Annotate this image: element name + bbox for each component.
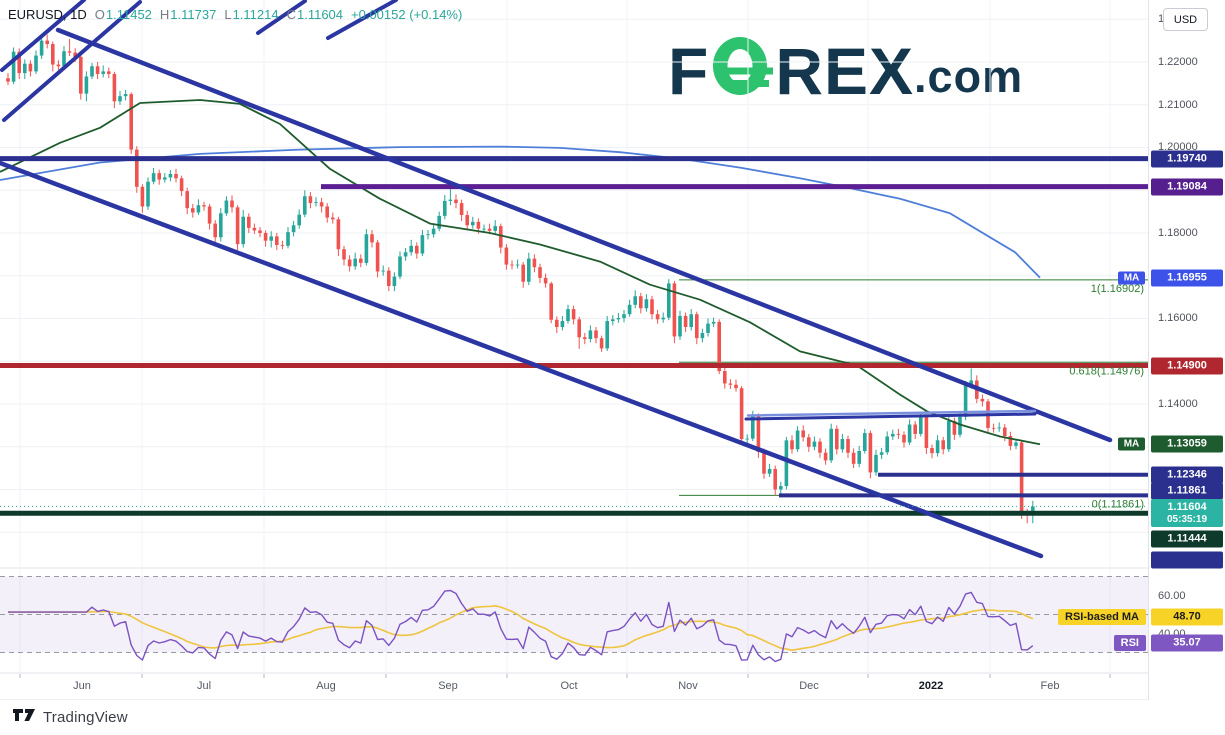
svg-text:0.618(1.14976): 0.618(1.14976) <box>1069 365 1144 377</box>
price-tick-label: 1.21000 <box>1158 98 1198 111</box>
price-level-label: 1.13059 <box>1151 435 1223 453</box>
ma-tag-label: MA <box>1118 271 1145 285</box>
chart-canvas[interactable]: 1(1.16902) 0.618(1.14976) 0(1.11861) <box>0 0 1148 700</box>
ma-tag-label: MA <box>1118 437 1145 451</box>
tradingview-brand-text[interactable]: TradingView <box>43 709 128 726</box>
footer: TradingView <box>13 707 128 728</box>
price-level-label: 1.11861 <box>1151 482 1223 500</box>
close-value: 1.11604 <box>296 7 344 22</box>
time-axis-month-label: Sep <box>438 680 458 692</box>
currency-toggle-button[interactable]: USD <box>1163 8 1208 31</box>
time-axis-month-label: Feb <box>1040 680 1060 692</box>
time-axis-month-label: Oct <box>560 680 578 692</box>
price-tick-label: 1.18000 <box>1158 226 1198 239</box>
time-axis[interactable]: Jun Jul Aug Sep Oct Nov Dec 2022 Feb <box>0 674 1148 700</box>
price-level-label: 1.14900 <box>1151 357 1223 374</box>
time-axis-month-label: Dec <box>799 680 819 692</box>
high-value: 1.11737 <box>170 7 217 22</box>
change-value: +0.00152 (+0.14%) <box>351 7 463 22</box>
candles <box>6 33 1035 524</box>
watermark-text-f: F <box>668 34 710 108</box>
price-level-label: 1.11444 <box>1151 530 1223 548</box>
svg-text:0(1.11861): 0(1.11861) <box>1092 498 1144 510</box>
time-axis-month-label: Jun <box>73 680 91 692</box>
close-label: C <box>286 7 296 22</box>
low-label: L <box>224 7 232 22</box>
price-level-label: 1.19084 <box>1151 178 1223 196</box>
price-tick-label: 1.14000 <box>1158 397 1198 410</box>
symbol-name[interactable]: EURUSD, 1D <box>8 7 87 22</box>
rsi-ma-value-label: 48.70 <box>1151 608 1223 626</box>
low-value: 1.11214 <box>232 7 279 22</box>
rsi-value-label: 35.07 <box>1151 634 1223 652</box>
svg-text:1(1.16902): 1(1.16902) <box>1091 283 1144 295</box>
open-label: O <box>94 7 105 22</box>
forex-com-watermark: F REX .com <box>668 34 1024 108</box>
rsi-ma-name-label: RSI-based MA <box>1058 608 1146 625</box>
price-tick-label: 1.16000 <box>1158 312 1198 325</box>
price-axis[interactable]: 1.230001.220001.210001.200001.180001.160… <box>1148 0 1225 700</box>
forex-o-euro-icon <box>711 34 774 101</box>
time-axis-month-label: Nov <box>678 680 698 692</box>
time-axis-month-label: 2022 <box>918 680 944 692</box>
watermark-text-rex: REX <box>775 34 915 108</box>
price-level-label <box>1151 551 1223 569</box>
time-axis-month-label: Jul <box>196 680 212 692</box>
tradingview-logo-icon[interactable] <box>13 707 36 728</box>
price-level-label: 1.16955 <box>1151 269 1223 287</box>
high-label: H <box>159 7 170 22</box>
price-tick-label: 1.22000 <box>1158 55 1198 68</box>
rsi-tick-label: 60.00 <box>1158 589 1186 602</box>
time-axis-month-label: Aug <box>316 680 336 692</box>
price-level-label: 1.12346 <box>1151 466 1223 484</box>
price-level-label: 1.19740 <box>1151 150 1223 168</box>
price-level-label: 1.11604 05:35:19 <box>1151 499 1223 528</box>
rsi-name-label: RSI <box>1113 634 1146 651</box>
watermark-text-com: .com <box>914 51 1024 102</box>
open-value: 1.11452 <box>105 7 152 22</box>
